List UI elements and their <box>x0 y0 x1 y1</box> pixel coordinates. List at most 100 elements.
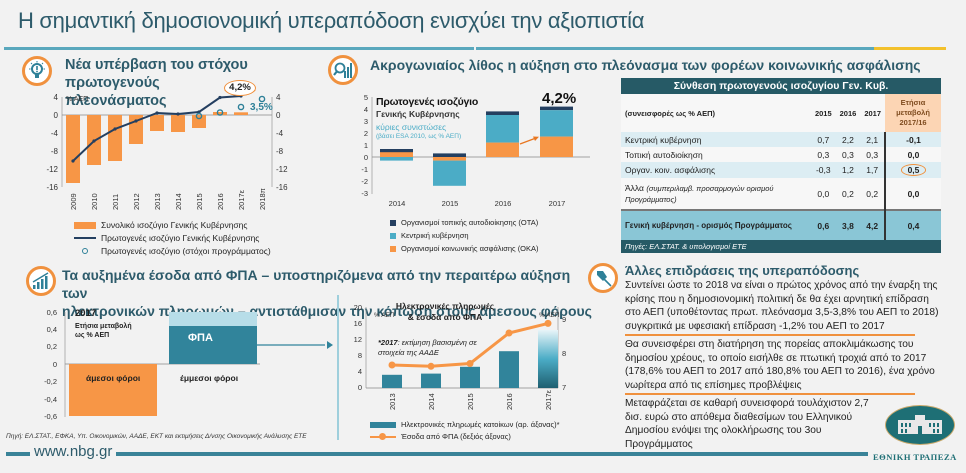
svg-text:4: 4 <box>358 367 362 376</box>
svg-text:0,6: 0,6 <box>47 308 57 317</box>
col-header: 2015 <box>814 108 832 118</box>
pushpin-icon <box>588 263 618 293</box>
svg-text:5: 5 <box>364 93 368 102</box>
svg-text:-3: -3 <box>361 189 368 198</box>
legend-item: Έσοδα από ΦΠΑ (δεξιός άξονας) <box>370 432 560 441</box>
orange-divider <box>625 334 915 336</box>
magnifier-chart-icon <box>328 55 358 85</box>
website-link[interactable]: www.nbg.gr <box>34 443 113 460</box>
svg-text:0: 0 <box>358 383 362 392</box>
svg-text:-8: -8 <box>51 147 59 156</box>
svg-text:2014: 2014 <box>427 393 436 410</box>
section1-title: Νέα υπέρβαση του στόχου πρωτογενούς πλεο… <box>65 57 248 109</box>
svg-text:0: 0 <box>276 111 281 120</box>
footer-line-left <box>6 452 30 456</box>
section4-paragraph-1: Συντείνει ώστε το 2018 να είναι ο πρώτος… <box>625 280 939 332</box>
svg-text:-12: -12 <box>276 165 288 174</box>
table-title: Σύνθεση πρωτογενούς ισοζυγίου Γεν. Κυβ. <box>621 78 941 94</box>
header-divider-2 <box>476 47 874 50</box>
left-axis-unit: % ΑΕΠ <box>374 312 395 319</box>
table-source: Πηγές: ΕΛ.ΣΤΑΤ. & υπολογισμοί ΕΤΕ <box>621 240 941 253</box>
inner-chart-subtitle3: (βάσει ESA 2010, ως % ΑΕΠ) <box>376 133 462 140</box>
footer-line-right <box>116 452 868 456</box>
building-icon <box>898 415 942 434</box>
legend-swatch-bar <box>370 421 396 428</box>
tax-change-chart: 0,6 0,4 0,2 0 -0,2 -0,4 -0,6 <box>44 308 325 421</box>
chart1-legend: Συνολικό ισοζύγιο Γενικής Κυβέρνησης Πρω… <box>74 220 271 256</box>
components-stacked-chart: 5 4 3 2 1 0 -1 -2 -3 2014 2015 2016 2017 <box>361 93 590 208</box>
header-accent-bar <box>874 47 946 50</box>
callout-4-2-section2: 4,2% <box>542 90 577 107</box>
lightbulb-icon <box>22 56 52 86</box>
svg-text:2015: 2015 <box>195 193 204 210</box>
svg-text:4: 4 <box>54 93 59 102</box>
svg-text:0,2: 0,2 <box>47 342 57 351</box>
direct-tax-label: άμεσοι φόροι <box>86 373 141 383</box>
svg-text:-16: -16 <box>276 183 288 192</box>
table-row: Οργαν. κοιν. ασφάλισης -0,3 1,2 1,7 0,5 <box>621 162 941 178</box>
vat-bar-label: ΦΠΑ <box>188 332 213 344</box>
svg-text:-0,6: -0,6 <box>44 412 57 421</box>
svg-text:-0,2: -0,2 <box>44 377 57 386</box>
svg-text:-2: -2 <box>361 177 368 186</box>
svg-text:0: 0 <box>364 153 368 162</box>
composition-table: Σύνθεση πρωτογενούς ισοζυγίου Γεν. Κυβ. … <box>621 78 941 253</box>
legend-swatch-line <box>370 432 396 440</box>
col-header: 2016 <box>839 108 857 118</box>
highlight-circle: 0,5 <box>900 164 927 176</box>
vertical-divider <box>337 295 339 440</box>
svg-text:2017ε: 2017ε <box>544 389 553 410</box>
orange-divider <box>625 393 915 395</box>
legend-item: Ηλεκτρονικές πληρωμές κατοίκων (αρ. άξον… <box>370 420 560 429</box>
section4-title: Άλλες επιδράσεις της υπεραπόδοσης <box>625 263 860 278</box>
svg-text:2010: 2010 <box>90 193 99 210</box>
svg-text:2014: 2014 <box>174 193 183 210</box>
svg-text:2: 2 <box>364 129 368 138</box>
svg-text:8: 8 <box>562 349 566 358</box>
svg-text:0: 0 <box>53 360 57 369</box>
svg-text:2013: 2013 <box>388 393 397 410</box>
legend-swatch-line <box>74 237 96 239</box>
arrow-icon <box>327 341 333 349</box>
table-row: Κεντρική κυβέρνηση 0,7 2,2 2,1 -0,1 <box>621 132 941 147</box>
bank-logo-emblem <box>885 405 955 445</box>
svg-text:2016: 2016 <box>216 193 225 210</box>
svg-text:-16: -16 <box>46 183 58 192</box>
legend-swatch <box>390 232 396 239</box>
svg-text:2015: 2015 <box>442 199 459 208</box>
header-divider <box>4 47 474 50</box>
svg-text:-0,4: -0,4 <box>44 395 57 404</box>
table-row: Άλλα (συμπεριλαμβ. προσαρμογών ορισμού Π… <box>621 178 941 210</box>
svg-text:20: 20 <box>354 303 362 312</box>
svg-text:2012: 2012 <box>132 193 141 210</box>
svg-text:0,4: 0,4 <box>47 325 57 334</box>
chart-b-legend: Ηλεκτρονικές πληρωμές κατοίκων (αρ. άξον… <box>370 420 560 441</box>
chart-a-year: 2017 <box>75 308 97 319</box>
legend-swatch <box>390 219 396 226</box>
page-title: Η σημαντική δημοσιονομική υπεραπόδοση εν… <box>18 8 645 33</box>
chart-b-title: Ηλεκτρονικές πληρωμές & έσοδα από ΦΠΑ <box>395 301 495 322</box>
svg-text:2013: 2013 <box>153 193 162 210</box>
svg-text:-8: -8 <box>276 147 284 156</box>
svg-text:2011: 2011 <box>111 194 120 210</box>
svg-text:7: 7 <box>562 383 566 392</box>
legend-swatch <box>390 245 396 252</box>
chart2-legend: Οργανισμοί τοπικής αυτοδιοίκησης (ΟΤΑ) Κ… <box>390 218 539 253</box>
inner-chart-title: Πρωτογενές ισοζύγιο <box>376 96 479 108</box>
legend-swatch-circle <box>74 246 96 256</box>
svg-text:2017ε: 2017ε <box>237 189 246 210</box>
svg-text:8: 8 <box>358 351 362 360</box>
right-axis-unit: % ΑΕΠ <box>539 312 560 319</box>
svg-text:3: 3 <box>364 117 368 126</box>
legend-item: Συνολικό ισοζύγιο Γενικής Κυβέρνησης <box>74 220 271 230</box>
section2-title: Ακρογωνιαίος λίθος η αύξηση στο πλεόνασμ… <box>370 57 921 73</box>
inner-chart-subtitle: Γενικής Κυβέρνησης <box>376 109 460 119</box>
legend-swatch-bar <box>74 221 96 229</box>
svg-text:4: 4 <box>364 105 368 114</box>
svg-text:0: 0 <box>54 111 59 120</box>
section3-source: Πηγή: ΕΛ.ΣΤΑΤ., ΕΦΚΑ, Υπ. Οικονομικών, Α… <box>6 433 307 440</box>
growth-chart-icon <box>26 266 56 296</box>
legend-item: Οργανισμοί τοπικής αυτοδιοίκησης (ΟΤΑ) <box>390 218 539 227</box>
chart-a-subtitle: Ετήσια μεταβολή ως % ΑΕΠ <box>75 323 132 339</box>
